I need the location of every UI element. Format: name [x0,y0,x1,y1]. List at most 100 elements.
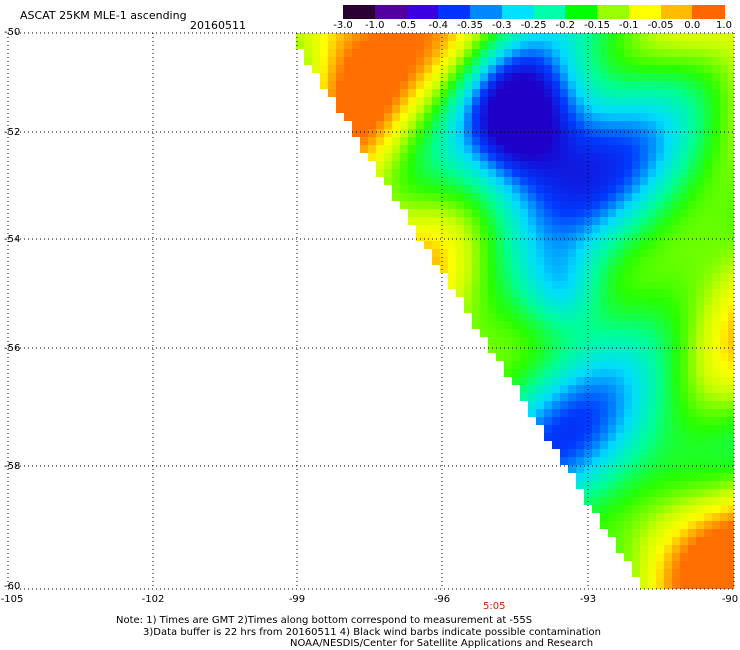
wind-cell [600,473,608,481]
wind-cell [536,169,544,177]
wind-cell [632,569,640,577]
wind-cell [632,353,640,361]
wind-cell [696,121,704,129]
wind-cell [672,185,680,193]
wind-cell [680,417,688,425]
wind-cell [576,105,584,113]
wind-cell [720,161,728,169]
wind-cell [568,65,576,73]
wind-cell [696,169,704,177]
wind-cell [632,497,640,505]
wind-cell [648,281,656,289]
wind-cell [512,145,520,153]
wind-cell [720,289,728,297]
wind-cell [552,369,560,377]
wind-cell [520,393,528,401]
wind-cell [576,225,584,233]
wind-cell [704,65,712,73]
wind-cell [648,425,656,433]
wind-cell [664,97,672,105]
wind-cell [728,417,734,425]
wind-cell [528,361,536,369]
wind-cell [448,273,456,281]
wind-cell [528,185,536,193]
wind-cell [640,113,648,121]
wind-cell [696,217,704,225]
wind-cell [352,129,360,137]
wind-cell [560,81,568,89]
wind-cell [704,281,712,289]
wind-cell [544,345,552,353]
wind-cell [624,345,632,353]
wind-cell [568,249,576,257]
wind-cell [688,113,696,121]
wind-cell [616,129,624,137]
wind-cell [600,97,608,105]
wind-cell [624,257,632,265]
wind-cell [360,65,368,73]
wind-cell [376,89,384,97]
wind-cell [648,113,656,121]
wind-cell [568,353,576,361]
wind-cell [712,313,720,321]
wind-cell [592,481,600,489]
wind-cell [616,425,624,433]
wind-cell [696,257,704,265]
wind-cell [704,225,712,233]
wind-cell [728,337,734,345]
wind-cell [720,441,728,449]
wind-cell [688,249,696,257]
wind-cell [432,41,440,49]
wind-cell [632,457,640,465]
wind-cell [648,393,656,401]
wind-cell [600,161,608,169]
wind-cell [632,193,640,201]
wind-cell [616,241,624,249]
wind-cell [408,217,416,225]
wind-cell [440,153,448,161]
wind-cell [464,265,472,273]
wind-cell [688,73,696,81]
wind-cell [496,161,504,169]
wind-cell [456,129,464,137]
wind-cell [560,65,568,73]
wind-cell [656,529,664,537]
wind-cell [712,201,720,209]
wind-cell [696,409,704,417]
wind-cell [664,305,672,313]
wind-cell [672,409,680,417]
wind-cell [600,369,608,377]
wind-cell [600,41,608,49]
wind-cell [560,281,568,289]
wind-cell [688,529,696,537]
wind-cell [672,481,680,489]
wind-cell [624,329,632,337]
wind-cell [336,57,344,65]
wind-cell [464,305,472,313]
wind-cell [512,185,520,193]
wind-cell [456,177,464,185]
wind-cell [640,81,648,89]
wind-cell [664,313,672,321]
wind-cell [544,113,552,121]
colorbar-tick-label: -0.15 [584,20,610,31]
colorbar-tick-label: -3.0 [333,20,353,31]
wind-cell [712,457,720,465]
wind-cell [728,41,734,49]
wind-cell [384,105,392,113]
wind-cell [632,169,640,177]
wind-cell [432,105,440,113]
wind-cell [392,153,400,161]
wind-cell [424,81,432,89]
wind-cell [456,97,464,105]
wind-cell [480,257,488,265]
wind-cell [432,201,440,209]
wind-cell [520,305,528,313]
wind-cell [648,473,656,481]
wind-cell [704,401,712,409]
wind-cell [656,521,664,529]
wind-cell [576,401,584,409]
wind-cell [648,225,656,233]
wind-cell [384,49,392,57]
wind-cell [632,73,640,81]
